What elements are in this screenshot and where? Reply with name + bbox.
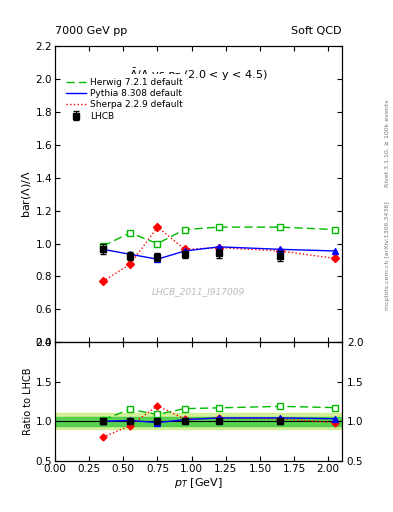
Line: Herwig 7.2.1 default: Herwig 7.2.1 default [103, 227, 335, 246]
Sherpa 2.2.9 default [128, 261, 132, 267]
Herwig 7.2.1 default [128, 230, 132, 236]
Text: mcplots.cern.ch [arXiv:1306.3436]: mcplots.cern.ch [arXiv:1306.3436] [385, 202, 390, 310]
Pythia 8.308 default [333, 248, 338, 254]
Sherpa 2.2.9 default [182, 246, 187, 252]
Pythia 8.308 default [182, 248, 187, 254]
Text: Rivet 3.1.10, ≥ 100k events: Rivet 3.1.10, ≥ 100k events [385, 99, 390, 187]
Pythia 8.308 default [155, 256, 160, 262]
Bar [55, 417, 342, 426]
Line: Pythia 8.308 default: Pythia 8.308 default [103, 247, 335, 259]
Herwig 7.2.1 default [217, 224, 221, 230]
X-axis label: $p_T$ [GeV]: $p_T$ [GeV] [174, 476, 223, 490]
Text: LHCB_2011_I917009: LHCB_2011_I917009 [152, 287, 245, 296]
Line: Sherpa 2.2.9 default: Sherpa 2.2.9 default [103, 227, 335, 282]
Text: $\bar{\Lambda}/\Lambda$ vs $p_T$ (2.0 < y < 4.5): $\bar{\Lambda}/\Lambda$ vs $p_T$ (2.0 < … [129, 67, 268, 83]
Sherpa 2.2.9 default [278, 248, 283, 254]
Herwig 7.2.1 default [101, 243, 105, 249]
Pythia 8.308 default [128, 251, 132, 258]
Herwig 7.2.1 default [182, 226, 187, 232]
Legend: Herwig 7.2.1 default, Pythia 8.308 default, Sherpa 2.2.9 default, LHCB: Herwig 7.2.1 default, Pythia 8.308 defau… [62, 74, 187, 124]
Sherpa 2.2.9 default [333, 255, 338, 262]
Pythia 8.308 default [101, 246, 105, 252]
Herwig 7.2.1 default [278, 224, 283, 230]
Y-axis label: Ratio to LHCB: Ratio to LHCB [23, 368, 33, 435]
Text: 7000 GeV pp: 7000 GeV pp [55, 26, 127, 36]
Y-axis label: bar($\Lambda$)/$\Lambda$: bar($\Lambda$)/$\Lambda$ [20, 170, 33, 218]
Sherpa 2.2.9 default [217, 245, 221, 251]
Sherpa 2.2.9 default [155, 224, 160, 230]
Pythia 8.308 default [278, 246, 283, 252]
Herwig 7.2.1 default [155, 241, 160, 247]
Text: Soft QCD: Soft QCD [292, 26, 342, 36]
Pythia 8.308 default [217, 244, 221, 250]
Bar [55, 413, 342, 429]
Sherpa 2.2.9 default [101, 279, 105, 285]
Herwig 7.2.1 default [333, 226, 338, 232]
